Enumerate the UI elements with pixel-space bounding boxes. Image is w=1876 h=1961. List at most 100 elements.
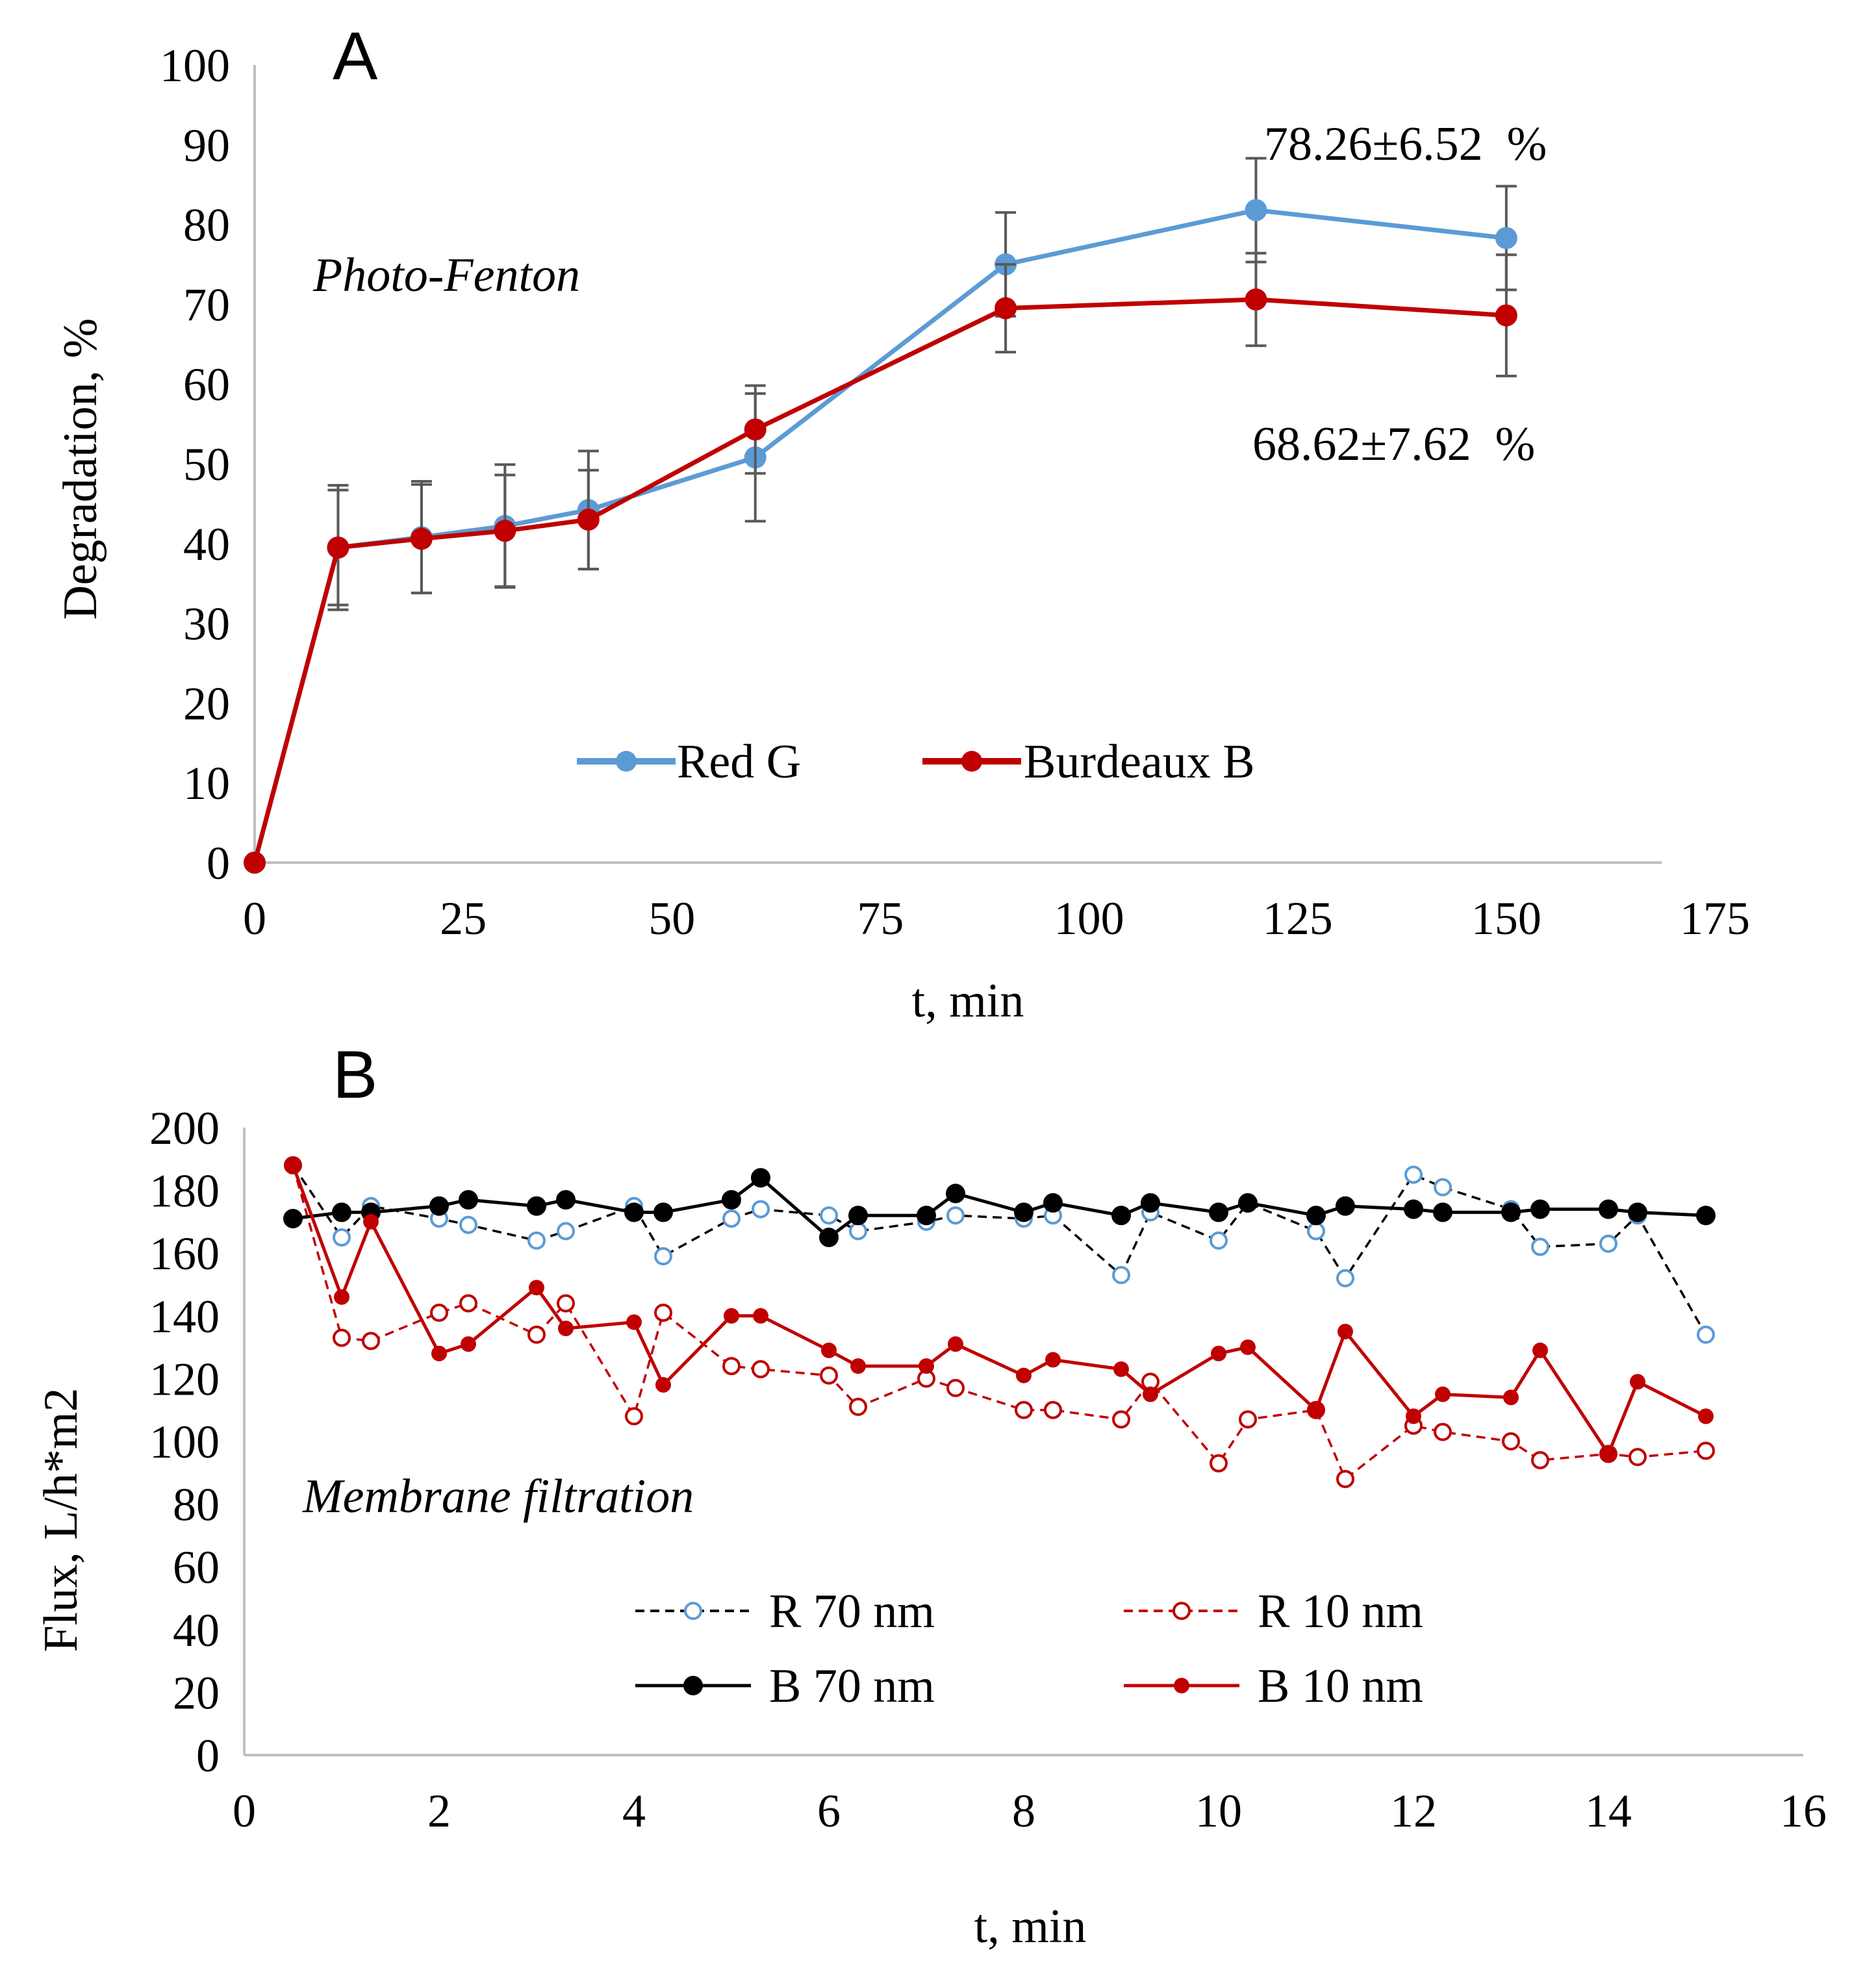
data-point-b-70-nm [1336,1196,1355,1216]
panel-a-y-tick-label: 40 [183,518,230,570]
legend-marker-r-70nm [684,1602,702,1620]
data-point-r-10-nm [362,1332,380,1350]
data-point-b-70-nm [751,1168,770,1188]
data-point-r-10-nm [654,1303,672,1322]
data-point-b-10-nm [285,1157,301,1173]
panel-b-y-tick-label: 180 [149,1165,220,1217]
x-axis-label-b: t, min [974,1900,1087,1953]
data-point-b-10-nm [1503,1389,1519,1406]
panel-b-x-tick-label: 16 [1780,1785,1827,1837]
data-point-red-g [1495,227,1517,249]
data-point-b-70-nm [1141,1193,1160,1213]
legend-label-b-10nm: B 10 nm [1258,1660,1423,1713]
data-point-b-10-nm [753,1308,768,1324]
data-point-b-10-nm [1601,1446,1616,1462]
data-point-r-10-nm [1531,1450,1549,1469]
panel-b-x-tick-label: 6 [817,1785,841,1837]
data-point-burdeaux-b [995,297,1017,320]
panel-b-y-tick-label: 20 [173,1667,220,1719]
data-point-b-10-nm [334,1289,349,1305]
data-point-b-10-nm [1630,1374,1645,1390]
data-point-burdeaux-b [244,852,266,874]
panel-b-y-tick-label: 120 [149,1353,220,1405]
panel-b-x-tick-label: 4 [622,1785,646,1837]
data-point-b-10-nm [1698,1408,1714,1424]
data-point-r-70-nm [1112,1266,1130,1285]
panel-a-y-tick-label: 0 [207,837,230,889]
panel-b-y-tick-label: 160 [149,1228,220,1280]
data-point-b-10-nm [1045,1352,1061,1368]
data-point-r-10-nm [1434,1423,1452,1441]
data-point-r-10-nm [946,1378,965,1397]
data-point-b-10-nm [1211,1345,1226,1361]
legend-marker-burdeaux-b [961,751,982,772]
data-point-b-70-nm [332,1202,351,1222]
data-point-b-10-nm [1406,1408,1421,1424]
data-point-r-70-nm [1307,1222,1325,1241]
data-point-b-70-nm [1014,1202,1033,1222]
data-point-b-10-nm [1532,1342,1548,1358]
panel-b-y-tick-label: 140 [149,1291,220,1343]
data-point-r-10-nm [557,1294,575,1313]
data-point-b-10-nm [461,1336,476,1352]
panel-a-y-tick-label: 30 [183,598,230,650]
panel-b-x-tick-label: 2 [427,1785,451,1837]
data-point-burdeaux-b [494,520,516,542]
data-point-r-70-nm [1210,1231,1228,1250]
data-point-burdeaux-b [1495,304,1517,327]
data-point-b-10-nm [948,1336,963,1352]
data-point-r-10-nm [459,1294,477,1313]
data-point-r-10-nm [1502,1432,1520,1450]
data-point-r-70-nm [527,1231,546,1250]
data-point-b-70-nm [1530,1199,1550,1219]
data-point-r-10-nm [820,1366,838,1385]
panel-a-x-tick-label: 175 [1680,892,1750,944]
panel-a-y-tick-label: 90 [183,120,230,171]
data-point-r-70-nm [1434,1178,1452,1196]
data-point-r-10-nm [722,1357,741,1376]
legend-marker-b-70nm [683,1676,703,1695]
annotation-photo-fenton: Photo-Fenton [312,249,580,302]
panel-b-y-tick-label: 40 [173,1604,220,1656]
data-point-r-70-nm [820,1206,838,1225]
series-line-r-70-nm [292,1165,1707,1335]
data-point-b-10-nm [919,1358,934,1374]
data-point-r-10-nm [849,1397,867,1416]
panel-a-x-tick-label: 25 [440,892,487,944]
data-point-r-70-nm [459,1215,477,1234]
panel-b-x-tick-label: 12 [1390,1785,1437,1837]
data-point-b-10-nm [558,1321,574,1337]
legend-label-red-g: Red G [677,735,801,789]
data-point-b-70-nm [946,1183,965,1204]
data-point-b-10-nm [363,1213,379,1230]
data-point-burdeaux-b [577,508,600,531]
legend-marker-b-10nm [1174,1678,1189,1693]
data-point-b-70-nm [819,1228,839,1248]
panel-a-x-tick-label: 100 [1054,892,1124,944]
panel-a-x-tick-label: 150 [1471,892,1541,944]
series-line-b-70-nm [292,1176,1706,1239]
value-label-burdeaux-b: 68.62±7.62 % [1252,418,1535,471]
data-point-b-70-nm [1433,1202,1452,1222]
data-point-b-70-nm [1628,1202,1647,1222]
data-point-b-10-nm [655,1377,671,1393]
panel-b-x-tick-label: 0 [233,1785,256,1837]
data-point-r-70-nm [654,1247,672,1266]
legend-label-burdeaux-b: Burdeaux B [1024,735,1255,789]
data-point-b-10-nm [626,1314,642,1330]
data-point-r-10-nm [625,1407,643,1426]
data-point-r-70-nm [752,1200,770,1219]
panel-b-y-tick-label: 60 [173,1541,220,1593]
data-point-b-70-nm [1306,1206,1326,1226]
data-point-r-10-nm [1015,1400,1033,1419]
data-point-b-10-nm [529,1280,544,1296]
data-point-b-70-nm [653,1202,673,1222]
panel-b-x-tick-label: 8 [1012,1785,1035,1837]
panel-b-y-tick-label: 0 [196,1730,220,1782]
legend-marker-r-10nm [1172,1602,1191,1620]
legend-label-r-10nm: R 10 nm [1258,1585,1423,1638]
data-point-b-70-nm [1111,1206,1131,1226]
data-point-b-70-nm [917,1206,936,1226]
